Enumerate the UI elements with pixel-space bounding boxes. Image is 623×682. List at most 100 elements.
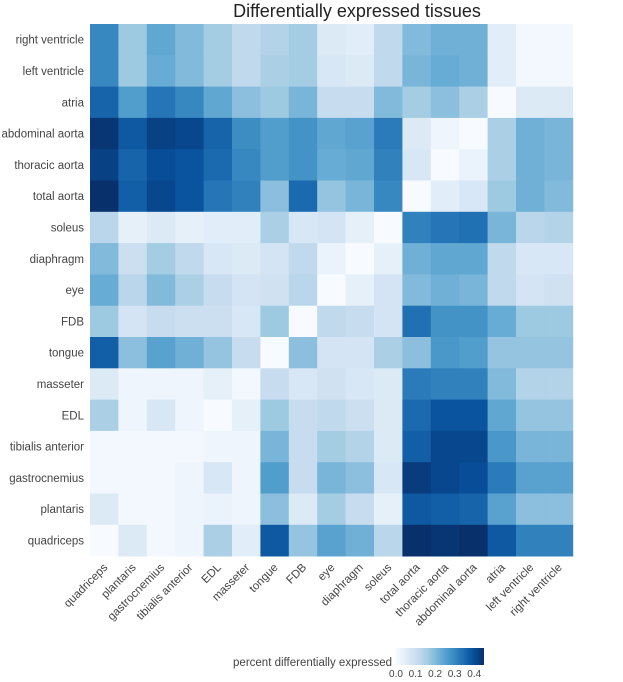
heatmap-cell-plantaris-quadriceps [90,493,119,526]
heatmap-cell-soleus-masseter [232,211,261,244]
heatmap-cell-left-ventricle-right-ventricle [544,55,574,87]
heatmap-cell-abdominal-aorta-atria [487,117,517,150]
colorbar-title: percent differentially expressed [233,657,392,669]
row-label-gastrocnemius: gastrocnemius [9,473,84,485]
heatmap-cell-plantaris-tibialis-anterior [175,493,204,526]
heatmap-cell-total-aorta-plantaris [118,180,148,213]
heatmap-cell-tongue-abdominal-aorta [459,337,488,369]
heatmap-cell-tibialis-anterior-eye [317,430,346,463]
heatmap-cell-left-ventricle-diaphragm [345,55,375,87]
heatmap-cell-tibialis-anterior-quadriceps [90,430,119,463]
heatmap-cell-masseter-right-ventricle [544,368,574,400]
heatmap-cell-fdb-abdominal-aorta [459,305,488,338]
column-label-edl: EDL [200,561,225,586]
heatmap-cell-total-aorta-quadriceps [90,180,119,213]
heatmap-cell-right-ventricle-diaphragm [345,24,375,56]
heatmap-cell-thoracic-aorta-edl [203,149,233,181]
heatmap-cell-quadriceps-right-ventricle [544,524,574,557]
heatmap-cell-quadriceps-fdb [288,524,318,557]
heatmap-cell-fdb-plantaris [118,305,148,338]
heatmap-cell-total-aorta-masseter [232,180,261,213]
heatmap-cell-gastrocnemius-eye [317,462,346,494]
heatmap-cell-left-ventricle-eye [317,55,346,87]
heatmap-cell-gastrocnemius-thoracic-aorta [430,462,460,494]
heatmap-cell-gastrocnemius-plantaris [118,462,148,494]
heatmap-cell-atria-tibialis-anterior [175,86,204,119]
heatmap-cell-right-ventricle-tongue [260,24,290,56]
heatmap-cell-eye-atria [487,274,517,307]
heatmap-cell-tongue-soleus [374,337,403,369]
heatmap-cell-soleus-diaphragm [345,211,375,244]
heatmap-cell-fdb-quadriceps [90,305,119,338]
heatmap-cell-eye-thoracic-aorta [430,274,460,307]
heatmap-cell-diaphragm-atria [487,243,517,275]
heatmap-cell-total-aorta-left-ventricle [516,180,545,213]
heatmap-cell-diaphragm-eye [317,243,346,275]
heatmap-cell-atria-soleus [374,86,403,119]
heatmap-cell-abdominal-aorta-abdominal-aorta [459,117,488,150]
heatmap-cell-total-aorta-gastrocnemius [146,180,176,213]
heatmap-cell-left-ventricle-abdominal-aorta [459,55,488,87]
heatmap-cell-quadriceps-left-ventricle [516,524,545,557]
heatmap-cell-abdominal-aorta-fdb [288,117,318,150]
heatmap-cell-eye-plantaris [118,274,148,307]
heatmap-cell-abdominal-aorta-right-ventricle [544,117,574,150]
heatmap-cell-abdominal-aorta-edl [203,117,233,150]
heatmap-cell-tibialis-anterior-left-ventricle [516,430,545,463]
heatmap-cell-eye-quadriceps [90,274,119,307]
heatmap-cell-eye-masseter [232,274,261,307]
heatmap-cell-tongue-edl [203,337,233,369]
heatmap-cell-soleus-eye [317,211,346,244]
heatmap-cell-left-ventricle-thoracic-aorta [430,55,460,87]
heatmap-cell-right-ventricle-gastrocnemius [146,24,176,56]
heatmap-cell-edl-quadriceps [90,399,119,432]
heatmap-cell-gastrocnemius-diaphragm [345,462,375,494]
heatmap-cell-diaphragm-total-aorta [402,243,432,275]
heatmap-cell-soleus-soleus [374,211,403,244]
heatmap-cell-plantaris-total-aorta [402,493,432,526]
heatmap-cell-eye-eye [317,274,346,307]
heatmap-cell-atria-right-ventricle [544,86,574,119]
heatmap-cell-fdb-diaphragm [345,305,375,338]
heatmap-cell-soleus-tongue [260,211,290,244]
heatmap-cell-plantaris-left-ventricle [516,493,545,526]
colorbar-tick-0-4: 0.4 [467,669,481,680]
heatmap-cell-right-ventricle-eye [317,24,346,56]
heatmap-cell-masseter-diaphragm [345,368,375,400]
heatmap-cell-edl-total-aorta [402,399,432,432]
heatmap-cell-quadriceps-tibialis-anterior [175,524,204,557]
heatmap-cell-gastrocnemius-left-ventricle [516,462,545,494]
heatmap-cell-abdominal-aorta-left-ventricle [516,117,545,150]
heatmap-cell-tibialis-anterior-diaphragm [345,430,375,463]
heatmap-cell-fdb-right-ventricle [544,305,574,338]
heatmap-cell-abdominal-aorta-diaphragm [345,117,375,150]
heatmap-cell-left-ventricle-plantaris [118,55,148,87]
heatmap-cell-total-aorta-fdb [288,180,318,213]
heatmap-cell-gastrocnemius-fdb [288,462,318,494]
heatmap-cell-abdominal-aorta-plantaris [118,117,148,150]
heatmap-cell-total-aorta-edl [203,180,233,213]
heatmap-cell-tongue-fdb [288,337,318,369]
heatmap-cell-edl-left-ventricle [516,399,545,432]
heatmap-cell-thoracic-aorta-atria [487,149,517,181]
heatmap-cell-tongue-total-aorta [402,337,432,369]
heatmap-cell-abdominal-aorta-tongue [260,117,290,150]
row-label-right-ventricle: right ventricle [16,35,84,47]
column-label-atria: atria [484,561,509,586]
heatmap-cell-masseter-masseter [232,368,261,400]
heatmap-cell-edl-right-ventricle [544,399,574,432]
column-label-eye: eye [316,562,338,584]
heatmap-cell-tongue-diaphragm [345,337,375,369]
heatmap-cell-left-ventricle-edl [203,55,233,87]
heatmap-cell-gastrocnemius-abdominal-aorta [459,462,488,494]
heatmap-cell-tibialis-anterior-fdb [288,430,318,463]
heatmap-cell-edl-tongue [260,399,290,432]
heatmap-cell-atria-tongue [260,86,290,119]
heatmap-cell-gastrocnemius-gastrocnemius [146,462,176,494]
heatmap-cell-fdb-masseter [232,305,261,338]
colorbar-tick-0-1: 0.1 [409,669,423,680]
heatmap-cell-masseter-tibialis-anterior [175,368,204,400]
heatmap-cell-atria-abdominal-aorta [459,86,488,119]
heatmap-cell-soleus-gastrocnemius [146,211,176,244]
heatmap-cell-masseter-soleus [374,368,403,400]
